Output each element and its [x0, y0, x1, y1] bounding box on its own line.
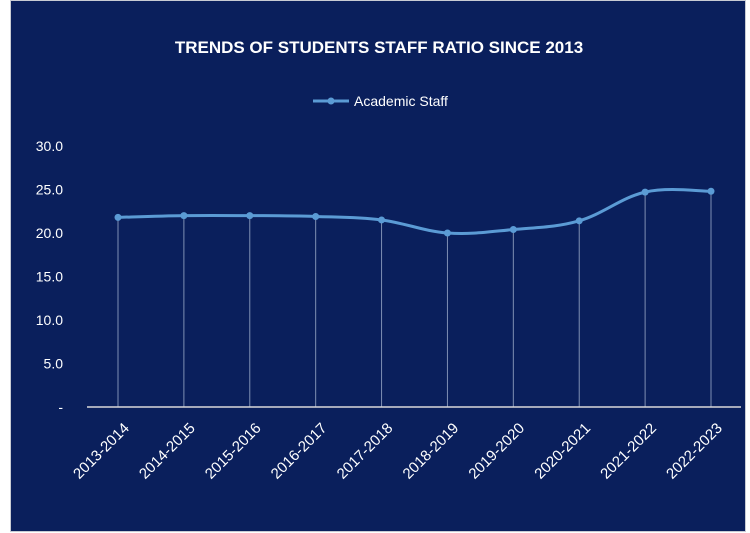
series-line-academic-staff — [117, 188, 712, 236]
y-tick-label: 10.0 — [36, 312, 63, 328]
x-tick-label: 2021-2022 — [597, 420, 660, 483]
drop-lines — [117, 191, 712, 407]
y-axis-ticks: - 5.0 10.0 15.0 20.0 25.0 30.0 — [36, 138, 64, 415]
y-tick-label: 5.0 — [44, 356, 64, 372]
data-point — [378, 216, 386, 224]
x-tick-label: 2019-2020 — [465, 420, 528, 483]
data-point — [246, 212, 254, 220]
legend-marker-swatch — [327, 97, 335, 105]
chart-frame: TRENDS OF STUDENTS STAFF RATIO SINCE 201… — [10, 0, 746, 532]
data-point — [180, 212, 188, 220]
data-point — [575, 217, 583, 225]
x-axis-ticks: 2013-2014 2014-2015 2015-2016 2016-2017 2017… — [70, 420, 726, 483]
x-tick-label: 2014-2015 — [136, 420, 199, 483]
series-academic-staff — [114, 187, 715, 237]
chart-title: TRENDS OF STUDENTS STAFF RATIO SINCE 201… — [175, 38, 583, 57]
x-tick-label: 2022-2023 — [663, 420, 726, 483]
data-point — [443, 229, 451, 237]
y-tick-label: 15.0 — [36, 269, 63, 285]
x-tick-label: 2017-2018 — [334, 420, 397, 483]
data-point — [312, 212, 320, 220]
y-tick-label: 30.0 — [36, 138, 63, 154]
x-tick-label: 2020-2021 — [531, 420, 594, 483]
legend: Academic Staff — [313, 93, 448, 109]
data-point — [509, 226, 517, 234]
x-tick-label: 2013-2014 — [70, 420, 133, 483]
y-tick-label: 25.0 — [36, 182, 63, 198]
data-point — [114, 213, 122, 221]
x-tick-label: 2018-2019 — [400, 420, 463, 483]
x-tick-label: 2015-2016 — [202, 420, 265, 483]
x-tick-label: 2016-2017 — [268, 420, 331, 483]
data-point — [641, 188, 649, 196]
data-point — [707, 187, 715, 195]
y-tick-label: 20.0 — [36, 225, 63, 241]
legend-label: Academic Staff — [354, 93, 448, 109]
y-tick-label: - — [58, 399, 63, 415]
line-chart: TRENDS OF STUDENTS STAFF RATIO SINCE 201… — [36, 38, 741, 483]
